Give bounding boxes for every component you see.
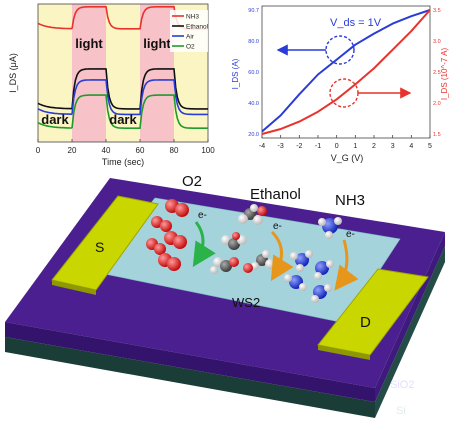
left-y-tick-label: 90.7 xyxy=(248,8,259,14)
source-electrode-edge xyxy=(52,280,96,295)
left-y-tick-label: 60.0 xyxy=(248,70,259,76)
x-axis-label: Time (sec) xyxy=(102,157,144,167)
x-tick-label: 20 xyxy=(68,146,77,155)
right-y-tick-label: 1.5 xyxy=(433,132,441,138)
right-y-tick-label: 2.5 xyxy=(433,70,441,76)
left-y-tick-label: 20.0 xyxy=(248,132,259,138)
transfer-curve-chart: -4 -3 -2 -1 0 1 2 3 4 5 20.0 40.0 60.0 80.0 90.7 1.5 2… xyxy=(231,5,449,163)
drain-electrode xyxy=(317,268,429,356)
drain-electrode-edge xyxy=(318,345,370,360)
source-electrode xyxy=(51,195,159,291)
legend-box xyxy=(170,10,208,52)
electron-label-o2: e- xyxy=(198,210,207,221)
x-tick-label: -3 xyxy=(278,143,284,150)
blue-curve-highlight xyxy=(325,35,355,65)
legend-label: O2 xyxy=(186,44,195,51)
x-tick-label: -4 xyxy=(259,143,265,150)
region-label-3: light xyxy=(143,36,171,51)
right-y-tick-label: 2.0 xyxy=(433,101,441,107)
series-line-air xyxy=(37,79,208,116)
drain-label: D xyxy=(360,314,371,331)
right-y-axis-label: I_DS (10^-7 A) xyxy=(440,48,449,101)
left-y-tick-label: 40.0 xyxy=(248,101,259,107)
region-band-1 xyxy=(72,4,106,142)
x-tick-label: 4 xyxy=(409,143,413,150)
sio2-front xyxy=(5,322,375,402)
right-y-tick-label: 3.5 xyxy=(433,8,441,14)
x-tick-label: 40 xyxy=(102,146,111,155)
x-tick-labels: -4 -3 -2 -1 0 1 2 3 4 5 xyxy=(259,135,432,150)
x-tick-label: 3 xyxy=(391,143,395,150)
left-y-tick-label: 80.0 xyxy=(248,39,259,45)
legend-label: Air xyxy=(186,34,195,41)
electron-label-nh3: e- xyxy=(346,229,355,240)
x-tick-labels: 0 20 40 60 80 100 xyxy=(36,139,215,155)
x-tick-label: 5 xyxy=(428,143,432,150)
x-tick-label: 80 xyxy=(170,146,179,155)
x-tick-label: 2 xyxy=(372,143,376,150)
si-label: Si xyxy=(396,405,406,417)
region-label-first-dark: dark xyxy=(41,112,69,127)
transient-series xyxy=(37,6,208,129)
plot-frame xyxy=(261,5,431,139)
x-tick-label: 0 xyxy=(335,143,339,150)
series-line-linear-scale xyxy=(261,9,431,135)
series-line-log-scale xyxy=(261,9,431,133)
x-tick-label: 100 xyxy=(201,146,215,155)
device-schematic: S D WS2 SiO2 Si O2 Ethanol NH3 xyxy=(5,173,445,418)
ethanol-molecules xyxy=(210,204,275,274)
region-band-3 xyxy=(140,4,174,142)
left-y-axis-label: I_DS (A) xyxy=(231,58,240,89)
x-tick-label: -1 xyxy=(315,143,321,150)
electron-label-ethanol: e- xyxy=(273,221,282,232)
si-substrate-side xyxy=(375,246,445,418)
right-y-tick-labels: 1.5 2.0 2.5 3.0 3.5 xyxy=(433,8,441,138)
oxygen-molecules xyxy=(146,199,189,271)
ethanol-electron-arrow xyxy=(270,230,294,282)
o2-electron-arrow xyxy=(192,221,216,268)
chart-legend: NH3 Ethanol Air O2 xyxy=(170,10,209,52)
plot-frame xyxy=(37,3,209,143)
region-labels: light dark light dark xyxy=(41,36,171,127)
x-tick-label: 0 xyxy=(36,146,41,155)
y-axis-label: I_DS (μA) xyxy=(8,53,18,93)
transient-response-chart: 0 20 40 60 80 100 Time (sec) I_DS (μA) light d… xyxy=(8,3,215,167)
transfer-series xyxy=(261,9,431,135)
x-tick-label: 1 xyxy=(353,143,357,150)
light-dark-bands xyxy=(38,4,208,142)
sio2-label: SiO2 xyxy=(390,379,414,391)
x-axis-label: V_G (V) xyxy=(331,153,364,163)
right-y-tick-label: 3.0 xyxy=(433,39,441,45)
ethanol-label: Ethanol xyxy=(250,186,301,203)
nh3-electron-arrow xyxy=(334,239,359,291)
vds-annotation: V_ds = 1V xyxy=(330,17,382,29)
nh3-label: NH3 xyxy=(335,192,365,209)
o2-label: O2 xyxy=(182,173,202,190)
si-substrate-front xyxy=(5,337,375,418)
left-y-tick-labels: 20.0 40.0 60.0 80.0 90.7 xyxy=(248,8,259,138)
series-line-ethanol xyxy=(37,68,208,110)
x-tick-label: 60 xyxy=(136,146,145,155)
source-label: S xyxy=(95,239,104,255)
ws2-label: WS2 xyxy=(232,295,260,310)
sio2-side xyxy=(375,232,445,402)
x-tick-label: -2 xyxy=(296,143,302,150)
legend-label: Ethanol xyxy=(186,24,209,31)
region-label-2: dark xyxy=(109,112,137,127)
series-line-o2 xyxy=(37,94,208,129)
region-label-1: light xyxy=(75,36,103,51)
legend-label: NH3 xyxy=(186,14,199,21)
